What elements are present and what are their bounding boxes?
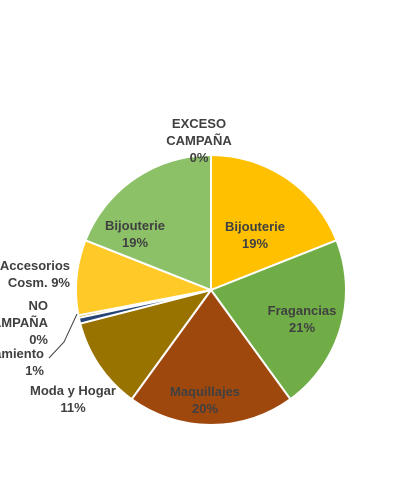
leader-line-tratamiento: [48, 313, 78, 359]
labels-layer: EXCESO CAMPAÑA 0% Bijouterie 19% Fragancias 21…: [0, 116, 336, 416]
pie-slice-maquillajes-3: [130, 289, 292, 426]
data-label-maquillajes-3: Maquillajes 20%: [170, 384, 240, 416]
data-label-fragancias-2: Fragancias 21%: [268, 303, 337, 335]
pie-slice-bijouterie-8: [84, 154, 212, 291]
pie-slice-moda-y-hogar-4: [79, 289, 212, 401]
data-label-tratamiento-5: amiento1%: [0, 346, 44, 378]
leader-lines-layer: [48, 313, 78, 359]
data-label-bijouterie-8: Bijouterie 19%: [105, 218, 165, 250]
data-label-no-campana-6: NOAMPAÑA0%: [0, 298, 49, 347]
pie-slice-fragancias-2: [210, 239, 347, 401]
data-label-moda-y-hogar-4: Moda y Hogar 11%: [30, 383, 116, 415]
slices-layer: [75, 154, 347, 426]
data-label-exceso-campana-0: EXCESO CAMPAÑA 0%: [166, 116, 232, 165]
data-label-accesorios-cosm-7: Accesorios Cosm. 9%: [0, 258, 70, 290]
pie-slice-bijouterie-1: [210, 154, 338, 291]
data-label-bijouterie-1: Bijouterie 19%: [225, 219, 285, 251]
